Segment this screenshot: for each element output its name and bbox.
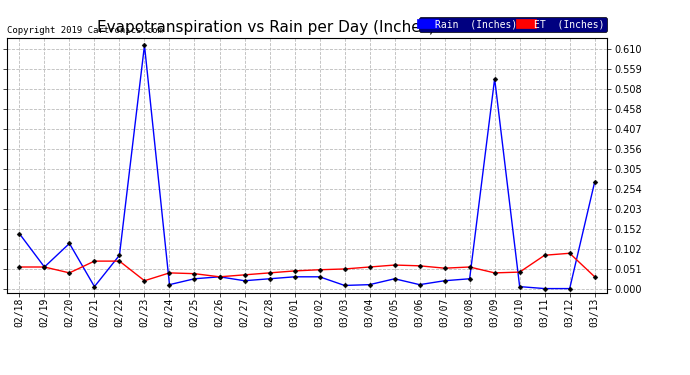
ET  (Inches)	[290, 268, 299, 273]
ET  (Inches)	[190, 272, 199, 276]
ET  (Inches)	[415, 264, 424, 268]
ET  (Inches)	[166, 271, 174, 275]
Rain  (Inches)	[40, 265, 48, 269]
Rain  (Inches)	[315, 274, 324, 279]
Rain  (Inches)	[566, 286, 574, 291]
ET  (Inches)	[440, 266, 449, 270]
ET  (Inches)	[315, 267, 324, 272]
Rain  (Inches)	[66, 241, 74, 246]
Rain  (Inches)	[115, 253, 124, 258]
Rain  (Inches)	[15, 231, 23, 236]
Rain  (Inches)	[415, 282, 424, 287]
ET  (Inches)	[566, 251, 574, 255]
ET  (Inches)	[40, 265, 48, 269]
Rain  (Inches)	[190, 276, 199, 281]
ET  (Inches)	[391, 263, 399, 267]
Rain  (Inches)	[266, 276, 274, 281]
Rain  (Inches)	[290, 274, 299, 279]
ET  (Inches)	[340, 267, 348, 271]
Rain  (Inches)	[466, 276, 474, 281]
Rain  (Inches)	[140, 43, 148, 48]
Rain  (Inches)	[240, 279, 248, 283]
ET  (Inches)	[215, 274, 224, 279]
ET  (Inches)	[15, 265, 23, 269]
Rain  (Inches)	[391, 276, 399, 281]
Text: Copyright 2019 Cartronics.com: Copyright 2019 Cartronics.com	[7, 26, 163, 35]
ET  (Inches)	[491, 271, 499, 275]
ET  (Inches)	[90, 259, 99, 263]
ET  (Inches)	[366, 265, 374, 269]
Title: Evapotranspiration vs Rain per Day (Inches) 20190314: Evapotranspiration vs Rain per Day (Inch…	[97, 20, 517, 35]
Rain  (Inches)	[515, 284, 524, 289]
Rain  (Inches)	[366, 282, 374, 287]
ET  (Inches)	[140, 279, 148, 283]
ET  (Inches)	[66, 271, 74, 275]
ET  (Inches)	[515, 270, 524, 274]
Line: Rain  (Inches): Rain (Inches)	[18, 44, 596, 290]
Rain  (Inches)	[166, 282, 174, 287]
Rain  (Inches)	[340, 283, 348, 288]
ET  (Inches)	[466, 265, 474, 269]
Rain  (Inches)	[215, 274, 224, 279]
ET  (Inches)	[115, 259, 124, 263]
ET  (Inches)	[266, 271, 274, 275]
ET  (Inches)	[591, 274, 599, 279]
Rain  (Inches)	[591, 180, 599, 184]
Rain  (Inches)	[90, 284, 99, 289]
Line: ET  (Inches): ET (Inches)	[18, 252, 596, 282]
Rain  (Inches)	[440, 279, 449, 283]
Legend: Rain  (Inches), ET  (Inches): Rain (Inches), ET (Inches)	[420, 17, 607, 32]
Rain  (Inches)	[540, 286, 549, 291]
Rain  (Inches)	[491, 76, 499, 81]
ET  (Inches)	[540, 253, 549, 258]
ET  (Inches)	[240, 273, 248, 277]
